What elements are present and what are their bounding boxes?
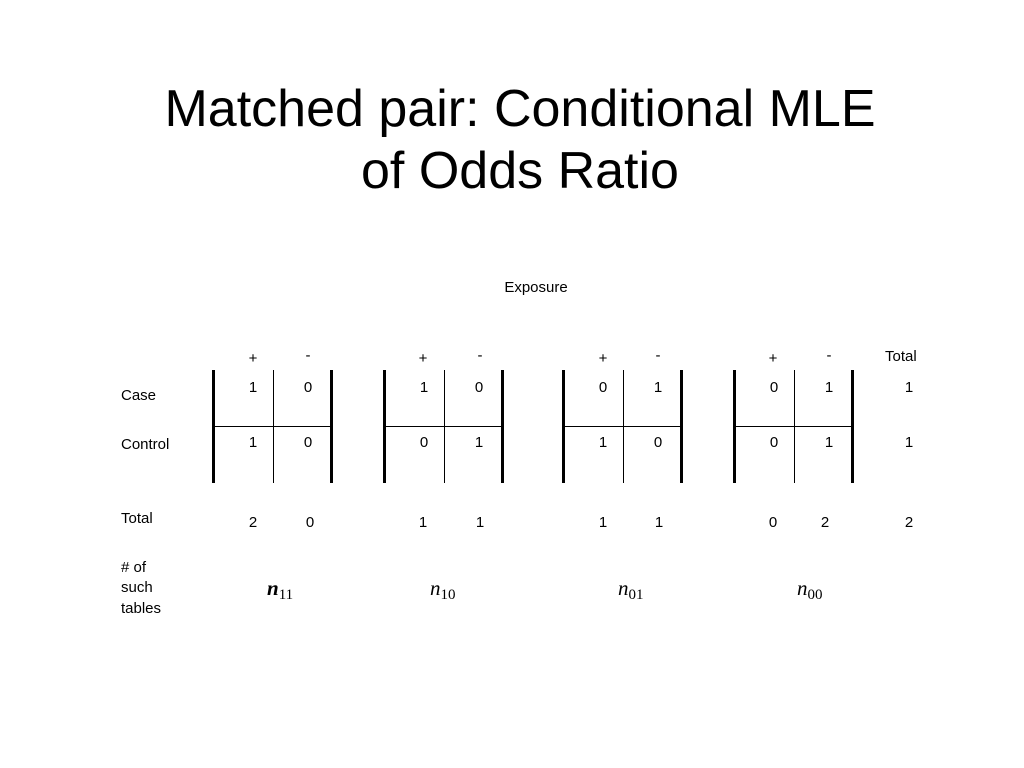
table-cell: 0 — [598, 379, 608, 396]
header-plus: + — [598, 350, 608, 367]
table-cell: 1 — [824, 434, 834, 451]
table-cell: 1 — [248, 434, 258, 451]
count-subscript: 10 — [440, 587, 456, 603]
row-label-total: Total — [121, 510, 153, 527]
table-count-n00: n00 — [797, 576, 823, 604]
table-cell: 1 — [419, 379, 429, 396]
table-cell: 0 — [769, 434, 779, 451]
table-cell: 0 — [474, 379, 484, 396]
grand-total: 2 — [904, 514, 914, 531]
count-subscript: 00 — [807, 587, 823, 603]
header-total: Total — [885, 348, 917, 365]
column-total: 0 — [768, 514, 778, 531]
table-cell: 0 — [303, 379, 313, 396]
table-cell: 1 — [248, 379, 258, 396]
column-total: 1 — [475, 514, 485, 531]
column-total: 1 — [418, 514, 428, 531]
pair-table-2: 1 0 0 1 — [383, 370, 504, 483]
title-line-1: Matched pair: Conditional MLE — [164, 80, 876, 138]
count-subscript: 01 — [628, 587, 644, 603]
table-count-n11: n11 — [267, 576, 293, 604]
table-cell: 0 — [303, 434, 313, 451]
header-minus: - — [305, 347, 311, 364]
row-label-count-3: tables — [121, 600, 162, 617]
header-plus: + — [768, 350, 778, 367]
header-plus: + — [248, 350, 258, 367]
table-cell: 1 — [824, 379, 834, 396]
count-base: n — [267, 576, 279, 600]
table-divider-horizontal — [736, 426, 851, 427]
pair-table-1: 1 0 1 0 — [212, 370, 333, 483]
count-base: n — [618, 576, 629, 600]
title-line-2: of Odds Ratio — [361, 142, 679, 201]
table-cell: 0 — [769, 379, 779, 396]
header-minus: - — [655, 347, 661, 364]
table-cell: 1 — [598, 434, 608, 451]
count-base: n — [430, 576, 441, 600]
column-total: 2 — [248, 514, 258, 531]
column-total: 1 — [598, 514, 608, 531]
row-label-control: Control — [121, 436, 170, 453]
row-total-control: 1 — [904, 434, 914, 451]
exposure-label: Exposure — [504, 279, 568, 296]
column-total: 1 — [654, 514, 664, 531]
header-plus: + — [418, 350, 428, 367]
page-title: Matched pair: Conditional MLE of Odds Ra… — [62, 78, 978, 203]
count-subscript: 11 — [278, 587, 294, 603]
table-cell: 0 — [653, 434, 663, 451]
table-count-n01: n01 — [618, 576, 644, 604]
pair-table-3: 0 1 1 0 — [562, 370, 683, 483]
column-total: 2 — [820, 514, 830, 531]
header-minus: - — [477, 347, 483, 364]
table-cell: 0 — [419, 434, 429, 451]
row-total-case: 1 — [904, 379, 914, 396]
pair-table-4: 0 1 0 1 — [733, 370, 854, 483]
header-minus: - — [826, 347, 832, 364]
row-label-count-1: # of — [121, 559, 147, 576]
table-cell: 1 — [653, 379, 663, 396]
table-divider-horizontal — [565, 426, 680, 427]
table-divider-horizontal — [215, 426, 330, 427]
table-cell: 1 — [474, 434, 484, 451]
table-divider-horizontal — [386, 426, 501, 427]
count-base: n — [797, 576, 808, 600]
row-label-count-2: such — [121, 579, 153, 596]
row-label-case: Case — [121, 387, 157, 404]
table-count-n10: n10 — [430, 576, 456, 604]
column-total: 0 — [305, 514, 315, 531]
